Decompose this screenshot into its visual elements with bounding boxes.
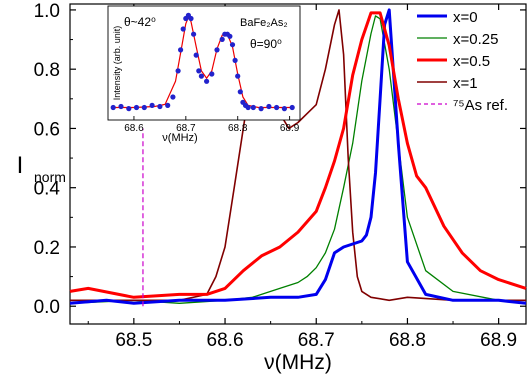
y-axis-label-sub: norm (34, 169, 66, 185)
y-tick-label: 0.4 (34, 179, 61, 200)
x-tick-label: 68.7 (298, 330, 335, 351)
x-tick-label: 68.9 (480, 330, 517, 351)
inset-annotation-left: θ~42⁰ (124, 15, 156, 29)
inset-data-point (229, 42, 236, 48)
series-line-3 (69, 11, 527, 299)
inset-data-point (191, 31, 197, 37)
inset-data-point (209, 71, 215, 77)
inset-data-point (204, 78, 210, 84)
inset-plot-layer (110, 12, 295, 112)
y-tick-label: 0.6 (34, 119, 60, 140)
x-tick-label: 68.6 (207, 330, 244, 351)
inset-data-point (165, 102, 171, 108)
inset-data-point (214, 47, 220, 53)
inset-annotation-right: θ=90⁰ (250, 37, 282, 51)
inset-data-point (188, 15, 194, 22)
x-tick-label: 68.5 (115, 330, 152, 351)
y-tick-label: 0.0 (34, 297, 60, 318)
inset-data-point (219, 36, 225, 43)
inset-x-tick-label: 68.6 (124, 123, 144, 134)
inset-fit-line (113, 16, 293, 109)
inset-data-point (245, 104, 251, 111)
inset-data-point (180, 26, 186, 32)
legend: x=0 x=0.25 x=0.5 x=1 ⁷⁵As ref. (417, 9, 508, 114)
y-tick-label: 0.8 (34, 60, 60, 81)
inset-data-point (250, 104, 256, 111)
inset-x-tick-label: 68.9 (280, 123, 300, 134)
inset-data-point (289, 104, 295, 111)
legend-label: x=0.5 (453, 53, 490, 70)
inset-data-point (149, 102, 155, 108)
inset-data-point (227, 33, 233, 39)
inset-data-point (232, 57, 238, 64)
x-tick-label: 68.8 (389, 330, 426, 351)
inset-data-point (193, 52, 199, 58)
inset-data-point (110, 104, 116, 111)
inset-y-axis-label: Intensity (arb. unit) (112, 26, 122, 101)
inset-data-point (196, 68, 202, 74)
y-tick-label: 0.2 (34, 238, 60, 259)
series-line-1 (69, 8, 527, 305)
inset-data-point (118, 103, 124, 110)
legend-label: x=0 (453, 9, 478, 26)
y-axis-label-main: I (17, 152, 24, 179)
inset-data-point (266, 103, 272, 110)
legend-label: x=0.25 (453, 31, 498, 48)
series-line-4 (70, 9, 526, 302)
x-axis-ticks: 68.5 68.6 68.7 68.8 68.9 (87, 4, 517, 351)
inset-data-point (235, 73, 241, 79)
inset-data-point (281, 106, 287, 112)
inset-data-point (178, 47, 184, 53)
inset-sample-label: BaFe₂As₂ (240, 17, 288, 29)
inset-data-point (157, 103, 163, 110)
inset-data-point (170, 94, 176, 100)
inset-data-point (198, 73, 204, 79)
inset-x-tick-label: 68.8 (228, 123, 248, 134)
inset-data-point (133, 104, 140, 111)
inset-x-axis-label: ν(MHz) (162, 132, 197, 144)
inset-data-point (258, 106, 264, 112)
legend-label: x=1 (453, 75, 478, 92)
inset-data-point (141, 104, 147, 111)
inset-frame (107, 5, 301, 121)
legend-label: ⁷⁵As ref. (453, 97, 508, 114)
x-axis-label: ν(MHz) (264, 351, 332, 374)
y-tick-label: 1.0 (34, 1, 60, 22)
inset-x-tick-label: 68.7 (176, 123, 196, 134)
inset-data-point (274, 104, 280, 111)
plot-frame (69, 3, 527, 325)
inset-data-point (175, 68, 181, 74)
inset-data-point (237, 89, 243, 95)
inset-x-axis-ticks: 68.6 68.7 68.8 68.9 (124, 116, 300, 134)
inset-data-point (126, 106, 132, 112)
y-axis-ticks: 0.0 0.2 0.4 0.6 0.8 1.0 (34, 1, 526, 318)
inset-chart: 68.6 68.7 68.8 68.9 θ~42⁰ θ=90⁰ BaFe₂As₂ In… (107, 5, 301, 144)
main-series-layer (69, 8, 527, 305)
